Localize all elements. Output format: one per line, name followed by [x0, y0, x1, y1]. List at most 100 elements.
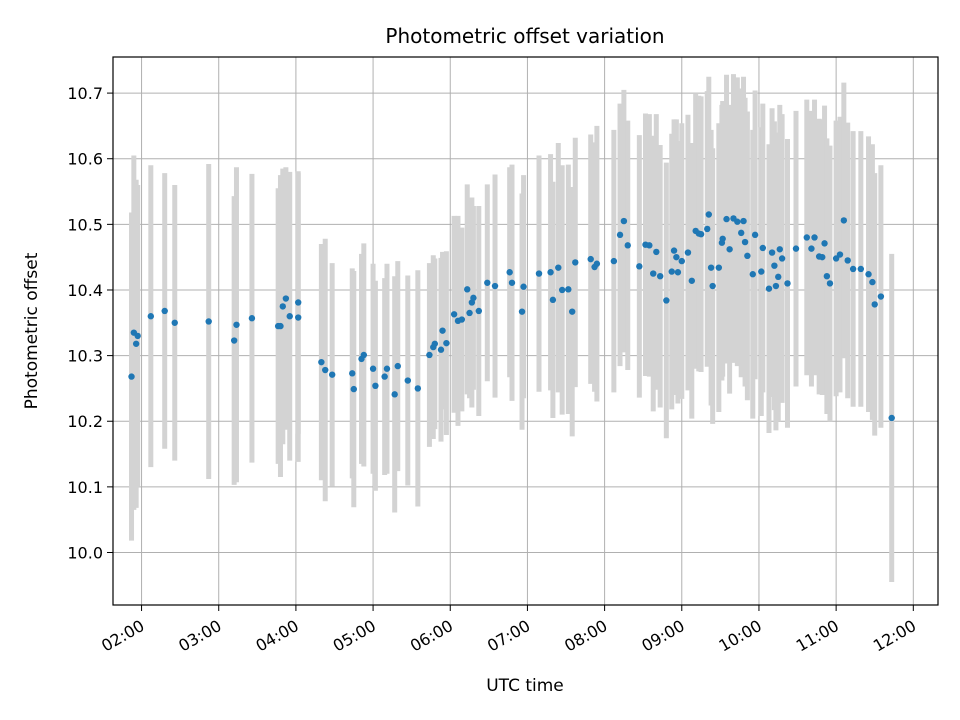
data-point: [656, 273, 664, 280]
data-point: [771, 262, 778, 269]
data-point: [723, 215, 730, 223]
y-axis-label: Photometric offset: [22, 252, 42, 409]
data-point: [646, 242, 653, 249]
data-point: [697, 230, 705, 238]
y-tick-label: 10.4: [67, 281, 103, 300]
data-point: [475, 307, 483, 315]
data-point: [869, 278, 876, 286]
data-points: [128, 211, 895, 422]
data-point: [233, 321, 240, 328]
data-point: [668, 268, 675, 275]
data-point: [587, 255, 594, 263]
data-point: [128, 373, 135, 380]
y-tick-label: 10.7: [67, 84, 103, 103]
data-point: [450, 311, 458, 318]
data-point: [670, 247, 678, 254]
data-point: [775, 273, 782, 281]
data-point: [295, 314, 302, 321]
data-point: [768, 249, 776, 256]
data-point: [819, 253, 826, 261]
data-point: [808, 245, 815, 252]
data-point: [414, 385, 422, 392]
data-point: [318, 358, 325, 366]
data-point: [751, 231, 759, 239]
data-point: [404, 377, 412, 384]
data-point: [466, 309, 473, 317]
data-point: [832, 255, 840, 262]
data-point: [844, 257, 851, 264]
data-point: [572, 259, 579, 266]
data-point: [740, 217, 747, 225]
data-point: [555, 264, 562, 271]
data-point: [372, 382, 379, 389]
data-point: [437, 346, 445, 353]
data-point: [705, 211, 712, 218]
data-point: [439, 327, 446, 334]
data-point: [286, 313, 293, 320]
data-point: [568, 308, 576, 315]
data-point: [565, 286, 572, 293]
data-point: [707, 264, 715, 271]
data-point: [709, 282, 716, 290]
data-point: [328, 371, 336, 378]
data-point: [171, 319, 178, 326]
x-axis-label: UTC time: [486, 676, 564, 696]
data-point: [520, 283, 527, 290]
data-point: [506, 269, 513, 276]
data-point: [744, 252, 751, 260]
data-point: [778, 255, 786, 262]
data-point: [684, 249, 692, 256]
plot-frame: [112, 56, 939, 606]
data-point: [624, 242, 631, 249]
data-point: [688, 277, 696, 284]
y-axis-ticks: 10.0 10.1 10.2 10.3 10.4 10.5 10.6 10.7: [67, 84, 113, 562]
data-point: [821, 240, 828, 247]
y-tick-label: 10.0: [67, 543, 103, 562]
data-point: [888, 414, 895, 422]
data-point: [871, 301, 878, 308]
data-point: [547, 269, 554, 276]
data-point: [381, 373, 388, 380]
data-point: [431, 340, 439, 347]
data-point: [719, 235, 726, 242]
data-point: [593, 260, 601, 267]
data-point: [491, 282, 499, 290]
data-point: [653, 248, 660, 256]
data-point: [849, 265, 857, 273]
data-point: [508, 279, 516, 286]
y-tick-label: 10.1: [67, 478, 103, 497]
data-point: [741, 238, 749, 246]
data-point: [734, 218, 741, 225]
data-point: [470, 294, 477, 302]
data-point: [549, 296, 557, 304]
data-point: [857, 265, 865, 273]
data-point: [758, 268, 765, 275]
data-point: [759, 244, 767, 252]
data-point: [784, 280, 791, 287]
data-point: [726, 246, 733, 253]
data-point: [464, 286, 471, 293]
y-tick-label: 10.2: [67, 412, 103, 431]
data-point: [518, 308, 526, 315]
data-point: [369, 365, 377, 372]
data-point: [322, 366, 329, 374]
data-point: [458, 316, 466, 323]
data-point: [394, 362, 401, 370]
data-point: [663, 297, 670, 304]
data-point: [620, 217, 628, 225]
data-point: [823, 273, 831, 280]
data-point: [840, 217, 848, 224]
data-point: [161, 307, 168, 315]
data-point: [350, 385, 357, 393]
data-point: [558, 286, 566, 294]
chart-title: Photometric offset variation: [385, 24, 664, 48]
data-point: [205, 318, 212, 325]
y-tick-label: 10.5: [67, 215, 103, 234]
data-point: [279, 303, 286, 310]
data-point: [715, 264, 723, 271]
data-point: [426, 351, 433, 359]
data-point: [391, 391, 398, 398]
data-point: [836, 251, 844, 258]
data-point: [535, 270, 543, 277]
